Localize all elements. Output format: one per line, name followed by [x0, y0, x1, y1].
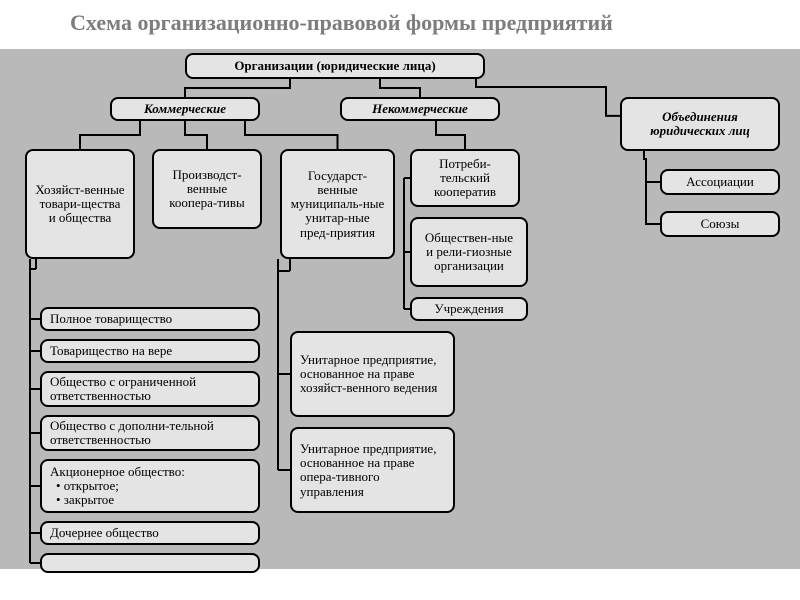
node-text: Организации (юридические лица) — [234, 59, 435, 73]
node-leaf_vera: Товарищество на вере — [40, 339, 260, 363]
node-text: Обществен-ные и рели-гиозные организации — [420, 231, 518, 274]
node-leaf_odo: Общество с дополни-тельной ответственнос… — [40, 415, 260, 451]
node-text: Полное товарищество — [50, 312, 172, 326]
node-leaf_unit1: Унитарное предприятие, основанное на пра… — [290, 331, 455, 417]
node-text: Объединения юридических лиц — [630, 110, 770, 139]
node-leaf_ooo: Общество с ограниченной ответственностью — [40, 371, 260, 407]
node-box_assoc: Ассоциации — [660, 169, 780, 195]
node-box_potr: Потреби-тельский кооператив — [410, 149, 520, 207]
node-text: Унитарное предприятие, основанное на пра… — [300, 442, 445, 499]
page-title: Схема организационно-правовой формы пред… — [0, 0, 800, 49]
diagram-canvas: Организации (юридические лица) Коммерческ… — [0, 49, 800, 569]
node-text: Общество с дополни-тельной ответственнос… — [50, 419, 250, 448]
node-text: Общество с ограниченной ответственностью — [50, 375, 250, 404]
node-text: Союзы — [701, 217, 740, 231]
node-box_uchr: Учреждения — [410, 297, 528, 321]
node-leaf_unit2: Унитарное предприятие, основанное на пра… — [290, 427, 455, 513]
node-box_hoz: Хозяйст-венные товари-щества и общества — [25, 149, 135, 259]
node-text: Учреждения — [434, 302, 503, 316]
node-text: Дочернее общество — [50, 526, 159, 540]
node-text: Потреби-тельский кооператив — [420, 157, 510, 200]
node-commercial: Коммерческие — [110, 97, 260, 121]
node-text: Некоммерческие — [372, 102, 468, 116]
node-root: Организации (юридические лица) — [185, 53, 485, 79]
node-leaf_full: Полное товарищество — [40, 307, 260, 331]
node-text: Унитарное предприятие, основанное на пра… — [300, 353, 445, 396]
node-leaf_doch: Дочернее общество — [40, 521, 260, 545]
node-box_union: Союзы — [660, 211, 780, 237]
node-text: Коммерческие — [144, 102, 226, 116]
node-box_obsch: Обществен-ные и рели-гиозные организации — [410, 217, 528, 287]
node-text: Производст-венные коопера-тивы — [162, 168, 252, 211]
node-text: Товарищество на вере — [50, 344, 172, 358]
node-box_prod: Производст-венные коопера-тивы — [152, 149, 262, 229]
node-box_gos: Государст-венные муниципаль-ные унитар-н… — [280, 149, 395, 259]
node-associations: Объединения юридических лиц — [620, 97, 780, 151]
node-leaf_ao: Акционерное общество:• открытое;• закрыт… — [40, 459, 260, 513]
node-text: Акционерное общество:• открытое;• закрыт… — [50, 465, 250, 508]
node-noncommercial: Некоммерческие — [340, 97, 500, 121]
node-leaf_cut — [40, 553, 260, 573]
node-text: Государст-венные муниципаль-ные унитар-н… — [290, 169, 385, 240]
node-text: Хозяйст-венные товари-щества и общества — [35, 183, 125, 226]
node-text: Ассоциации — [686, 175, 754, 189]
